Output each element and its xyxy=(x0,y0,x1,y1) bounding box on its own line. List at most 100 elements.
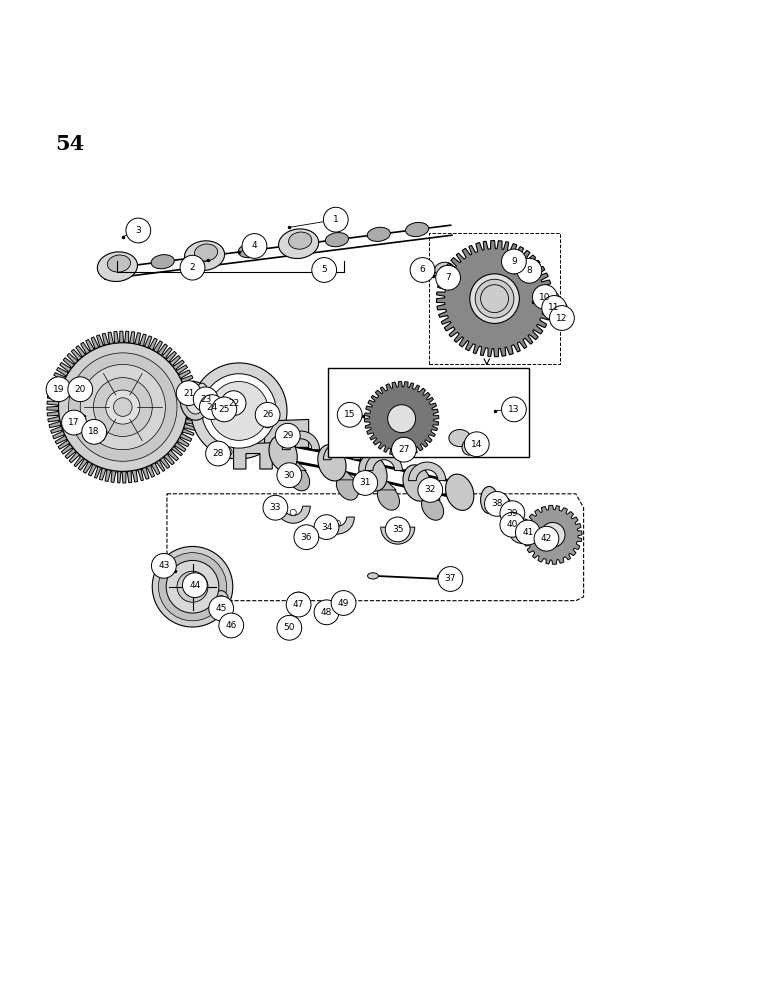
Circle shape xyxy=(480,285,509,313)
Ellipse shape xyxy=(553,305,562,311)
Polygon shape xyxy=(264,419,309,447)
Circle shape xyxy=(500,501,525,526)
Circle shape xyxy=(509,519,534,543)
Ellipse shape xyxy=(98,252,137,281)
Text: 44: 44 xyxy=(190,581,200,590)
Ellipse shape xyxy=(286,619,296,625)
Text: 28: 28 xyxy=(212,449,224,458)
Text: 47: 47 xyxy=(293,600,304,609)
Circle shape xyxy=(180,255,205,280)
Ellipse shape xyxy=(359,455,387,491)
Circle shape xyxy=(314,515,339,539)
Circle shape xyxy=(277,615,302,640)
Ellipse shape xyxy=(278,229,319,259)
Text: 38: 38 xyxy=(491,499,502,508)
Text: 50: 50 xyxy=(284,623,295,632)
Circle shape xyxy=(50,378,61,389)
Circle shape xyxy=(438,567,463,591)
Circle shape xyxy=(534,526,558,551)
Circle shape xyxy=(94,378,152,436)
Ellipse shape xyxy=(238,244,261,258)
Circle shape xyxy=(353,471,378,495)
Circle shape xyxy=(500,512,525,537)
Circle shape xyxy=(286,592,311,617)
Circle shape xyxy=(126,218,151,243)
Circle shape xyxy=(212,397,236,422)
Text: 32: 32 xyxy=(424,485,436,494)
Text: 54: 54 xyxy=(55,134,85,154)
Text: 22: 22 xyxy=(228,399,239,408)
Circle shape xyxy=(222,391,246,416)
Wedge shape xyxy=(282,431,320,450)
Text: 18: 18 xyxy=(88,427,100,436)
Ellipse shape xyxy=(289,621,292,624)
Circle shape xyxy=(69,353,177,461)
Circle shape xyxy=(210,382,268,440)
Text: 34: 34 xyxy=(321,523,332,532)
Ellipse shape xyxy=(367,227,390,241)
Text: 45: 45 xyxy=(215,604,227,613)
Circle shape xyxy=(58,343,187,471)
Circle shape xyxy=(395,530,401,536)
Circle shape xyxy=(264,420,271,428)
Circle shape xyxy=(502,249,526,274)
Ellipse shape xyxy=(218,595,225,609)
Text: 27: 27 xyxy=(399,445,410,454)
Ellipse shape xyxy=(289,232,312,249)
Circle shape xyxy=(242,234,267,258)
Circle shape xyxy=(219,613,243,638)
Circle shape xyxy=(294,525,319,550)
Circle shape xyxy=(464,432,489,457)
Text: 17: 17 xyxy=(69,418,80,427)
Text: 25: 25 xyxy=(218,405,230,414)
Circle shape xyxy=(436,265,460,290)
Ellipse shape xyxy=(542,294,554,303)
Ellipse shape xyxy=(180,382,210,420)
Text: 29: 29 xyxy=(282,431,293,440)
Circle shape xyxy=(80,364,165,450)
Ellipse shape xyxy=(299,527,308,532)
Ellipse shape xyxy=(151,255,174,269)
Bar xyxy=(328,368,530,457)
Ellipse shape xyxy=(339,594,348,601)
Ellipse shape xyxy=(186,388,204,414)
Circle shape xyxy=(337,402,362,427)
Circle shape xyxy=(324,207,348,232)
Text: 48: 48 xyxy=(321,608,332,617)
Text: 23: 23 xyxy=(200,395,211,404)
Text: 3: 3 xyxy=(136,226,141,235)
Ellipse shape xyxy=(403,465,431,501)
Text: 11: 11 xyxy=(548,303,560,312)
Text: 12: 12 xyxy=(556,314,568,323)
Ellipse shape xyxy=(336,475,359,500)
Text: 43: 43 xyxy=(158,561,169,570)
Text: 35: 35 xyxy=(392,525,403,534)
Ellipse shape xyxy=(406,222,429,237)
Ellipse shape xyxy=(440,266,448,272)
Polygon shape xyxy=(437,241,553,357)
Circle shape xyxy=(418,478,443,502)
Circle shape xyxy=(62,410,87,435)
Circle shape xyxy=(255,402,280,427)
Circle shape xyxy=(209,596,233,621)
Ellipse shape xyxy=(203,392,212,407)
Ellipse shape xyxy=(462,440,476,455)
Circle shape xyxy=(68,377,93,402)
Text: 36: 36 xyxy=(300,533,312,542)
Circle shape xyxy=(385,517,410,542)
Ellipse shape xyxy=(317,445,346,481)
Circle shape xyxy=(223,391,232,400)
Text: 46: 46 xyxy=(225,621,237,630)
Text: 7: 7 xyxy=(445,273,451,282)
Ellipse shape xyxy=(323,605,328,608)
Text: 1: 1 xyxy=(333,215,339,224)
Text: 31: 31 xyxy=(360,478,371,487)
Circle shape xyxy=(202,374,276,448)
Text: 21: 21 xyxy=(183,389,194,398)
Ellipse shape xyxy=(214,591,229,614)
Ellipse shape xyxy=(423,269,438,277)
Text: 10: 10 xyxy=(539,293,551,302)
Circle shape xyxy=(541,522,565,547)
Circle shape xyxy=(410,258,435,282)
Circle shape xyxy=(477,443,486,452)
